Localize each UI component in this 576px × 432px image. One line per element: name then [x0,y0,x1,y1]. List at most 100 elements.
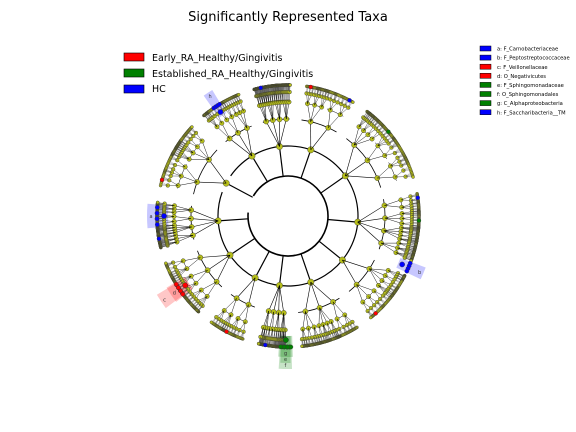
tree-branch [268,285,280,312]
clade-letter-d: d [173,291,176,297]
clade-letter-g: g [284,351,287,357]
tree-branch [384,213,403,219]
clade-legend-label-a: a: F_Carnobacteriaceae [497,47,558,53]
tree-branch [265,121,280,147]
tree-branch [353,126,360,146]
tree-node [171,167,176,172]
tree-branch [332,301,345,316]
tree-node [256,341,261,346]
tree-node [334,316,340,322]
tree-branch [176,235,194,243]
tree-branch [354,134,369,146]
tree-arc [388,162,397,181]
tree-branch [367,155,385,161]
tree-branch [237,304,249,319]
tree-branch [221,123,230,139]
tree-node [154,205,160,210]
tree-branch [310,106,322,122]
tree-node [365,132,371,138]
tree-node [164,261,168,265]
tree-branch [174,218,192,222]
tree-branch [178,181,198,186]
tree-branch [207,254,231,271]
tree-branch [383,230,401,236]
tree-branch [201,140,210,160]
tree-node [320,322,326,327]
tree-node [288,83,292,87]
tree-branch [354,138,373,146]
tree-branch [229,237,256,256]
clade-legend-swatch-d [479,73,492,79]
tree-branch [251,155,268,183]
tree-arc [348,259,375,292]
clade-letter-a: a [149,214,152,220]
tree-branch [320,175,346,194]
tree-branch [192,152,210,160]
clade-letter-c: c [163,297,166,303]
tree-branch [310,127,329,150]
tree-branch [226,119,239,133]
tree-node [324,320,330,326]
tree-node [360,299,366,305]
clade-legend-label-b: b: F_Peptostreptococcaceae [497,56,570,62]
tree-branch [369,268,383,281]
clade-legend-swatch-e [479,82,492,88]
tree-branch [197,146,210,160]
tree-node [209,320,214,324]
tree-branch [310,105,315,122]
tree-branch [356,284,369,297]
tree-node [156,236,162,241]
legend-swatch-hc [123,84,145,94]
tree-node [182,282,188,289]
tree-node [180,258,186,264]
tree-node [416,218,422,223]
clade-legend-label-d: d: O_Negativicutes [497,74,546,80]
tree-branch [357,221,384,232]
tree-branch [186,257,201,269]
tree-node [217,102,222,107]
tree-branch [216,255,231,282]
tree-branch [310,282,320,308]
clade-legend-label-f: f: O_Sphingomonadales [497,92,559,98]
clade-legend-swatch-b [479,54,492,61]
tree-branch [367,145,379,161]
clade-legend-label-h: h: F_Saccharibacteria__TM [497,110,566,116]
tree-branch [300,149,312,179]
tree-arc [247,175,329,257]
tree-node [258,85,263,91]
tree-branch [216,126,230,139]
tree-node [373,311,378,316]
clade-legend-label-g: g: C_Alphaproteobacteria [497,101,563,107]
tree-node [186,140,191,145]
tree-branch [218,218,249,222]
tree-arc [217,145,359,287]
tree-node [308,84,313,90]
tree-branch [369,268,379,286]
tree-branch [279,285,285,313]
group-legend: Early_RA_Healthy/Gingivitis Established_… [123,52,313,95]
tree-arc [326,108,344,117]
tree-node [369,315,373,320]
tree-branch [384,205,402,208]
tree-branch [259,105,267,122]
tree-branch [377,176,396,179]
chart-title: Significantly Represented Taxa [188,10,388,25]
tree-branch [225,182,253,198]
legend-label-early-ra: Early_RA_Healthy/Gingivitis [152,53,283,64]
tree-node [283,337,289,343]
tree-node [154,210,160,216]
tree-branch [318,307,320,326]
tree-branch [283,312,286,330]
tree-branch [278,255,284,286]
tree-node [415,195,420,200]
tree-node [159,177,165,183]
tree-branch [206,281,217,297]
tree-branch [381,242,398,249]
tree-node [156,200,160,205]
tree-branch [384,199,401,206]
legend-label-hc: HC [152,84,166,95]
tree-branch [383,227,402,231]
tree-node [338,256,346,264]
tree-branch [279,118,287,147]
tree-node [300,344,304,348]
